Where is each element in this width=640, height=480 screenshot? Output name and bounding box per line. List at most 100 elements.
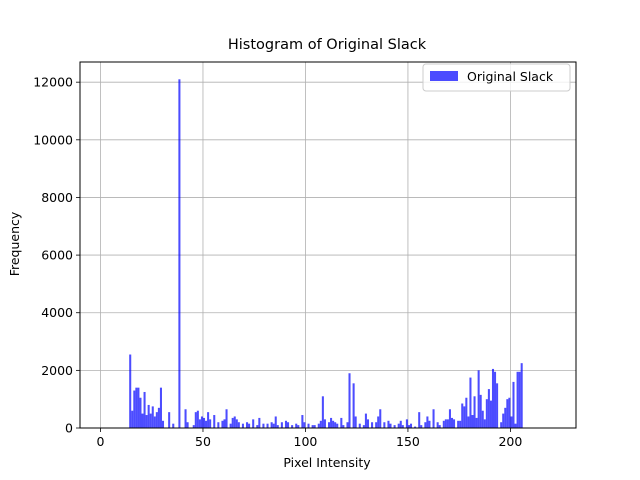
- histogram-bar: [151, 406, 154, 428]
- histogram-bar: [184, 409, 187, 428]
- histogram-bar: [155, 412, 158, 428]
- axes-frame: [79, 61, 577, 429]
- histogram-bar: [401, 425, 404, 428]
- histogram-bar: [407, 425, 410, 428]
- histogram-bar: [256, 425, 259, 428]
- x-axis-label: Pixel Intensity: [283, 455, 371, 470]
- y-tick-label: 4000: [41, 305, 73, 320]
- histogram-bar: [321, 396, 324, 428]
- histogram-bar: [508, 397, 511, 428]
- histogram-bar: [307, 423, 310, 428]
- histogram-bar: [428, 420, 431, 428]
- histogram-bar: [143, 391, 146, 428]
- histogram-bar: [389, 423, 392, 428]
- histogram-bar: [432, 409, 435, 428]
- y-tick-label: 0: [65, 421, 73, 436]
- histogram-bar: [301, 415, 304, 428]
- histogram-bar: [364, 413, 367, 428]
- histogram-bar: [426, 416, 429, 428]
- histogram-bar: [241, 423, 244, 428]
- histogram-bar: [438, 425, 441, 428]
- histogram-bar: [157, 407, 160, 428]
- histogram-bar: [137, 387, 140, 428]
- histogram-bar: [328, 422, 331, 428]
- histogram-bar: [487, 389, 490, 428]
- histogram-bar: [141, 413, 144, 428]
- histogram-bar: [280, 422, 283, 428]
- histogram-bar: [270, 422, 273, 428]
- histogram-bar: [248, 423, 251, 428]
- histogram-bar: [133, 390, 136, 428]
- histogram-bar: [330, 417, 333, 428]
- legend-frame: [422, 63, 571, 92]
- histogram-bar: [348, 373, 351, 428]
- histogram-bar: [252, 419, 255, 428]
- histogram-bar: [334, 422, 337, 428]
- histogram-bar: [352, 383, 355, 428]
- histogram-bar: [178, 79, 181, 429]
- histogram-bar: [436, 422, 439, 428]
- histogram-bar: [291, 425, 294, 428]
- histogram-bar: [217, 422, 220, 428]
- histogram-bar: [448, 409, 451, 428]
- histogram-bar: [205, 420, 208, 428]
- histogram-bar: [272, 423, 275, 428]
- histogram-bar: [129, 354, 132, 428]
- histogram-bar: [500, 422, 503, 428]
- histogram-bar: [192, 425, 195, 428]
- histogram-bar: [444, 419, 447, 428]
- y-tick-label: 12000: [33, 75, 73, 90]
- histogram-bar: [459, 420, 462, 428]
- histogram-bar: [485, 399, 488, 428]
- histogram-bar: [457, 420, 460, 428]
- histogram-bar: [231, 417, 234, 428]
- histogram-bar: [481, 410, 484, 428]
- histogram-bar: [393, 425, 396, 428]
- histogram-bar: [512, 381, 515, 428]
- x-tick-label: 50: [195, 434, 211, 449]
- histogram-bar: [399, 420, 402, 428]
- histogram-bar: [450, 417, 454, 428]
- histogram-bar: [135, 387, 138, 428]
- histogram-bar: [496, 383, 499, 428]
- histogram-bar: [168, 412, 171, 428]
- x-tick-label: 100: [294, 434, 318, 449]
- histogram-bar: [383, 422, 386, 428]
- histogram-bar: [198, 419, 201, 428]
- histogram-bar: [340, 417, 343, 428]
- histogram-bar: [504, 407, 507, 428]
- histogram-bar: [317, 423, 320, 428]
- histogram-bar: [506, 399, 509, 428]
- histogram-bar: [153, 416, 156, 428]
- histogram-bar: [213, 415, 216, 428]
- histogram-bar: [366, 419, 369, 428]
- histogram-bar: [200, 416, 203, 428]
- histogram-bar: [346, 422, 349, 428]
- histogram-bar: [336, 423, 339, 428]
- y-tick-label: 10000: [33, 132, 73, 147]
- x-tick-label: 200: [498, 434, 522, 449]
- histogram-bar: [405, 419, 408, 428]
- histogram-bar: [483, 419, 486, 428]
- legend-label: Original Slack: [467, 69, 554, 84]
- grid-lines: [80, 62, 576, 429]
- histogram-bar: [420, 425, 423, 428]
- histogram-bar: [225, 409, 228, 428]
- histogram-bar: [469, 377, 472, 428]
- histogram-bar: [379, 409, 382, 428]
- histogram-bar: [223, 419, 226, 428]
- histogram-bar: [319, 420, 322, 428]
- histogram-bar: [467, 416, 470, 428]
- y-tick-label: 2000: [41, 363, 73, 378]
- histogram-bar: [202, 417, 206, 428]
- histogram-bar: [387, 420, 390, 428]
- histogram-bar: [520, 363, 523, 428]
- histogram-bar: [453, 419, 456, 428]
- histogram-bar: [514, 423, 517, 428]
- histogram-bar: [237, 422, 240, 428]
- histogram-bar: [414, 426, 417, 428]
- histogram-bar: [461, 403, 464, 428]
- y-axis-label: Frequency: [7, 211, 22, 276]
- y-tick-label: 6000: [41, 248, 73, 263]
- histogram-bar: [303, 422, 306, 428]
